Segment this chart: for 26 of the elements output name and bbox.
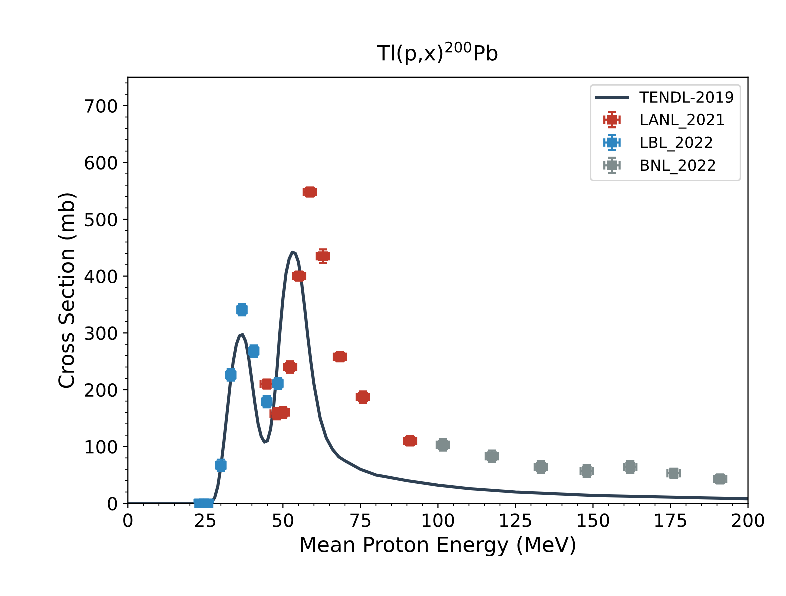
legend-label: LBL_2022 bbox=[641, 136, 712, 152]
point bbox=[204, 498, 214, 508]
legend-label: LANL_2021 bbox=[641, 114, 724, 129]
legend-label: TENDL-2019 bbox=[640, 92, 734, 104]
y-tick-label: 100 bbox=[86, 440, 118, 454]
y-tick-label: 400 bbox=[84, 270, 118, 284]
x-tick-label: 100 bbox=[422, 514, 454, 528]
chart-title: Tl(p,x)$^{200}$Pb bbox=[377, 42, 498, 65]
x-tick-label: 175 bbox=[656, 514, 686, 528]
y-tick-label: 200 bbox=[85, 383, 118, 398]
x-tick-label: 200 bbox=[732, 514, 764, 528]
y-tick-label: 500 bbox=[85, 212, 118, 227]
x-axis-title: Mean Proton Energy (MeV) bbox=[301, 536, 576, 557]
x-tick-label: 0 bbox=[124, 514, 133, 528]
point bbox=[318, 252, 328, 262]
x-tick-label: 75 bbox=[350, 514, 371, 528]
legend-label: BNL_2022 bbox=[641, 160, 716, 175]
y-tick-label: 0 bbox=[108, 497, 118, 511]
x-tick-label: 125 bbox=[500, 514, 532, 528]
y-tick-label: 600 bbox=[85, 156, 118, 170]
y-axis-title: Cross Section (mb) bbox=[58, 194, 77, 388]
x-tick-label: 25 bbox=[195, 514, 216, 528]
y-tick-label: 300 bbox=[85, 326, 118, 340]
y-tick-label: 700 bbox=[85, 99, 118, 114]
x-tick-label: 50 bbox=[273, 514, 294, 528]
x-tick-label: 150 bbox=[578, 514, 610, 528]
